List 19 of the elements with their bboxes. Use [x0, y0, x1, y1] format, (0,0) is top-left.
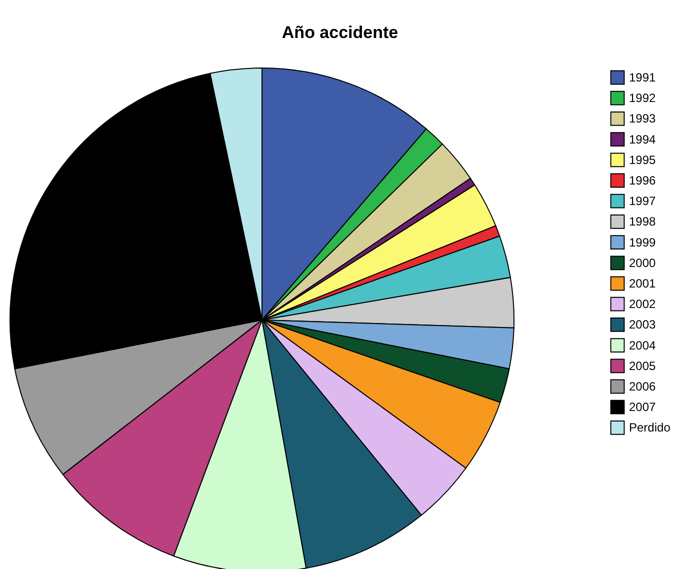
legend-label: 2004: [629, 338, 656, 352]
legend-label: 2003: [629, 318, 656, 332]
legend-label: 1995: [629, 152, 656, 167]
legend-label: 1997: [629, 194, 656, 208]
legend-label: 1991: [629, 70, 656, 84]
chart-title: Año accidente: [282, 23, 398, 42]
legend-label: 1996: [629, 174, 656, 188]
legend-label: 1993: [629, 112, 656, 126]
legend-label: 2006: [629, 380, 656, 394]
legend-label: 1999: [629, 235, 656, 250]
legend-label: 2005: [629, 358, 656, 373]
legend-label: 1998: [629, 214, 656, 229]
legend-label: Perdido: [629, 420, 671, 435]
legend-label: 1992: [629, 91, 656, 106]
legend-label: 1994: [629, 132, 656, 146]
legend-label: 2000: [629, 256, 656, 270]
legend-label: 2002: [629, 297, 656, 312]
legend-label: 2007: [629, 400, 656, 414]
legend-label: 2001: [629, 276, 656, 290]
